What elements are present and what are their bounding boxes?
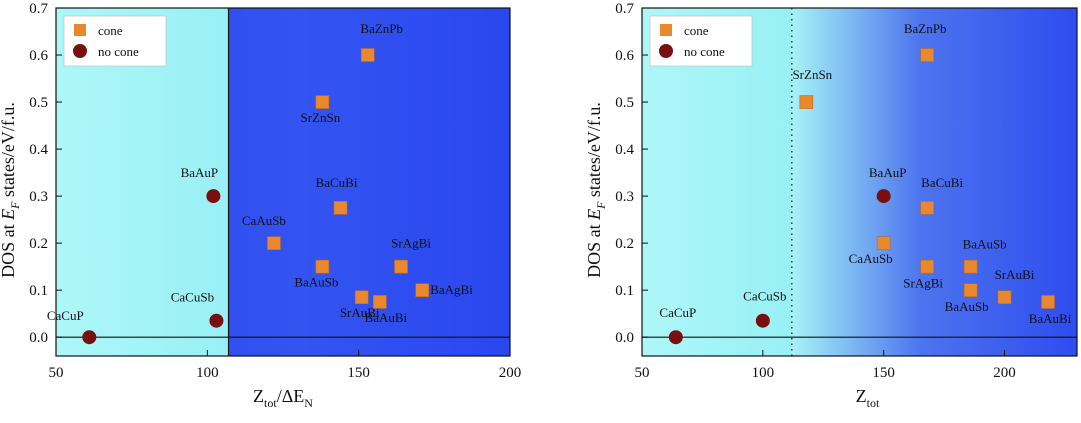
y-tick-label: 0.7 xyxy=(615,1,634,17)
y-tick-label: 0.5 xyxy=(29,95,48,111)
cone-point xyxy=(267,236,281,250)
cone-point xyxy=(963,283,978,297)
cone-point xyxy=(799,95,814,109)
no-cone-point xyxy=(876,189,891,204)
x-axis-label: Ztot xyxy=(856,386,880,410)
legend-entry-label: no cone xyxy=(98,44,139,59)
y-tick-label: 0.4 xyxy=(615,142,634,158)
cone-point xyxy=(333,201,348,215)
y-tick-label: 0.3 xyxy=(615,189,634,205)
legend-entry-label: cone xyxy=(684,23,709,38)
y-tick-label: 0.6 xyxy=(29,48,48,64)
cone-point xyxy=(920,259,934,274)
left-chart-panel: 0.0 0.1 0.2 0.3 0.4 0.5 0.6 0.7 50 100 150 200 Ztot/… xyxy=(0,1,521,410)
point-label: BaAuP xyxy=(181,165,219,180)
x-axis-label: Ztot/ΔEN xyxy=(253,386,313,410)
legend-entry-label: no cone xyxy=(684,44,725,59)
y-tick-label: 0.6 xyxy=(615,48,634,64)
point-label: CaCuSb xyxy=(171,290,214,305)
point-label: BaAuSb xyxy=(294,275,338,290)
legend-entry-label: cone xyxy=(98,23,123,38)
x-tick-label: 200 xyxy=(499,365,522,381)
legend-no-cone-marker xyxy=(659,44,673,58)
point-label: BaZnPb xyxy=(904,21,947,36)
cone-point xyxy=(360,48,375,62)
cone-point xyxy=(920,48,934,62)
no-cone-point xyxy=(82,330,97,345)
point-label: BaAuBi xyxy=(1029,311,1072,326)
point-label: SrZnSn xyxy=(792,67,832,82)
no-cone-point xyxy=(209,313,224,328)
point-label: SrAgBi xyxy=(903,276,943,291)
legend-cone-marker xyxy=(660,24,672,36)
y-tick-label: 0.7 xyxy=(29,1,48,17)
x-tick-label: 150 xyxy=(872,365,895,381)
x-tick-label: 50 xyxy=(635,365,650,381)
plot-frame xyxy=(641,7,1078,357)
cone-point xyxy=(920,201,934,215)
y-tick-label: 0.1 xyxy=(615,283,634,299)
cone-point xyxy=(1041,295,1055,309)
point-label: BaCuBi xyxy=(921,175,963,190)
region-high xyxy=(228,8,510,356)
point-label: BaAuBi xyxy=(365,310,408,325)
cone-point xyxy=(415,283,430,297)
cone-point xyxy=(394,259,408,274)
point-label: CaCuSb xyxy=(743,289,786,304)
x-tick-label: 200 xyxy=(993,365,1016,381)
legend-cone-marker xyxy=(74,24,86,36)
legend-no-cone-marker xyxy=(73,44,87,58)
point-label: CaAuSb xyxy=(242,213,286,228)
y-tick-label: 0.1 xyxy=(29,283,48,299)
point-label: CaAuSb xyxy=(849,251,893,266)
cone-point xyxy=(354,290,369,305)
point-label: BaAuSb xyxy=(963,237,1007,252)
cone-point xyxy=(373,295,387,309)
y-axis-label: DOS at EF states/eV/f.u. xyxy=(584,102,608,278)
x-tick-label: 100 xyxy=(752,365,775,381)
region-high xyxy=(791,8,1077,356)
y-tick-label: 0.0 xyxy=(615,330,634,346)
y-axis-label: DOS at EF states/eV/f.u. xyxy=(0,102,22,278)
y-tick-label: 0.2 xyxy=(29,236,48,252)
right-chart-panel: 0.0 0.1 0.2 0.3 0.4 0.5 0.6 0.7 50 100 150 200 Ztot D… xyxy=(584,1,1078,410)
no-cone-point xyxy=(206,189,221,204)
cone-point xyxy=(315,95,330,109)
point-label: SrAuBi xyxy=(995,267,1035,282)
point-label: BaAuSb xyxy=(945,299,989,314)
point-label: SrZnSn xyxy=(300,110,340,125)
x-tick-label: 150 xyxy=(347,365,370,381)
legend: cone no cone xyxy=(63,15,167,67)
point-label: CaCuP xyxy=(47,308,84,323)
cone-point xyxy=(963,259,978,274)
point-label: BaCuBi xyxy=(316,175,358,190)
x-tick-label: 100 xyxy=(196,365,219,381)
y-tick-label: 0.5 xyxy=(615,95,634,111)
no-cone-point xyxy=(755,313,770,328)
cone-point xyxy=(315,259,330,274)
y-tick-label: 0.3 xyxy=(29,189,48,205)
y-tick-label: 0.0 xyxy=(29,330,48,346)
point-label: BaZnPb xyxy=(360,21,403,36)
y-tick-label: 0.4 xyxy=(29,142,48,158)
x-tick-label: 50 xyxy=(49,365,64,381)
cone-point xyxy=(997,290,1012,305)
cone-point xyxy=(876,236,891,250)
point-label: CaCuP xyxy=(659,305,696,320)
point-label: SrAgBi xyxy=(391,236,431,251)
no-cone-point xyxy=(668,330,683,345)
point-label: BaAuP xyxy=(869,165,907,180)
point-label: BaAgBi xyxy=(430,282,473,297)
plot-frame xyxy=(55,7,511,357)
point-label: SrAuBi xyxy=(340,305,380,320)
y-tick-label: 0.2 xyxy=(615,236,634,252)
legend: cone no cone xyxy=(649,15,753,67)
